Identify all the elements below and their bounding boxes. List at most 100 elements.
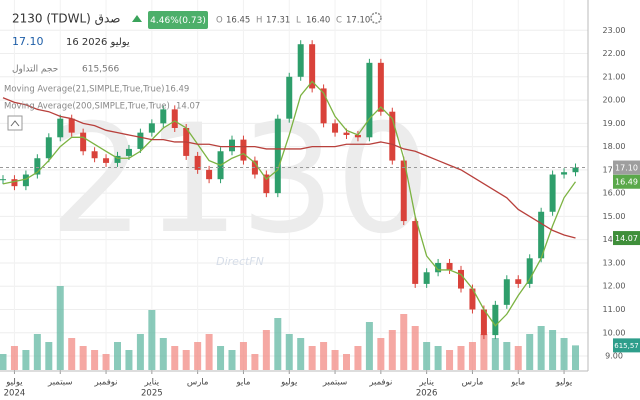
volume-tag-label: 615,57 xyxy=(614,342,639,350)
candle xyxy=(435,262,442,273)
x-tick-label: نوفمبر xyxy=(94,378,118,388)
plot xyxy=(0,40,588,340)
candle xyxy=(412,221,419,284)
candle xyxy=(91,151,98,159)
volume-bar xyxy=(251,354,259,370)
candle xyxy=(526,258,533,284)
y-tick-label: 22.00 xyxy=(603,49,626,58)
candle xyxy=(263,174,270,194)
volume-bar xyxy=(320,342,328,370)
y-tick-label: 16.00 xyxy=(603,189,626,198)
x-tick-label: يوليو xyxy=(555,378,573,388)
y-tick-label: 19.00 xyxy=(603,119,626,128)
up-arrow xyxy=(132,15,142,22)
volume xyxy=(0,286,579,370)
volume-bar xyxy=(377,338,385,370)
volume-bar xyxy=(274,318,282,370)
volume-bar xyxy=(262,330,270,370)
change-badge xyxy=(148,11,208,29)
candle xyxy=(11,179,18,187)
candle xyxy=(332,123,339,133)
x-year-label: 2024 xyxy=(4,389,26,399)
volume-bar xyxy=(217,346,225,370)
ohlc-label: O xyxy=(216,16,223,26)
ohlc-value: 17.10 xyxy=(346,16,370,26)
candle xyxy=(229,139,235,152)
volume-bar xyxy=(388,330,396,370)
legend-ma200: Moving Average(200,SIMPLE,True,True) xyxy=(4,102,170,112)
volume-bar xyxy=(159,338,167,370)
moving-average-line xyxy=(2,80,577,327)
x-tick-label: يوليو xyxy=(5,378,23,388)
x-tick-label: يناير xyxy=(144,378,160,388)
candle xyxy=(274,118,281,194)
candle xyxy=(343,132,350,135)
volume-bar xyxy=(343,354,350,370)
candle xyxy=(137,132,144,149)
volume-bar xyxy=(468,342,476,370)
x-tick-label: يوليو xyxy=(280,378,298,388)
candle xyxy=(446,262,453,270)
volume-bar xyxy=(56,286,64,370)
x-tick-label: مايو xyxy=(510,378,525,388)
y-tick-label: 23.00 xyxy=(603,26,626,35)
volume-bar xyxy=(526,334,534,370)
collapse-button[interactable] xyxy=(7,115,23,131)
title: 2130 (TDWL) صدق xyxy=(12,12,120,26)
ohlc-value: 17.31 xyxy=(266,16,290,26)
ohlc-label: L xyxy=(296,16,301,26)
candle xyxy=(538,211,545,259)
x-year-label: 2026 xyxy=(416,389,438,399)
candle xyxy=(320,88,327,124)
candle xyxy=(103,158,110,163)
brand: DirectFN xyxy=(216,255,264,268)
volume-bar xyxy=(549,330,557,370)
x-tick-label: مارس xyxy=(462,378,484,388)
volume-bar xyxy=(22,350,30,370)
x-tick-label: مارس xyxy=(187,378,209,388)
candle xyxy=(80,132,87,152)
legend-ma21-value: 16.49 xyxy=(165,85,189,95)
x-tick-label: مايو xyxy=(235,378,250,388)
x-tick-label: نوفمبر xyxy=(368,378,392,388)
volume-bar xyxy=(331,350,339,370)
volume-label: حجم التداول xyxy=(12,65,58,75)
volume-bar xyxy=(10,346,18,370)
y-tick-label: 12.00 xyxy=(603,282,626,291)
candle xyxy=(469,288,476,310)
x-tick-label: سبتمبر xyxy=(47,378,72,388)
volume-bar xyxy=(514,346,522,370)
volume-bar xyxy=(411,326,419,370)
candle xyxy=(206,169,213,180)
volume-bar xyxy=(285,334,293,370)
candle xyxy=(389,111,396,161)
ohlc-label: C xyxy=(336,16,342,26)
price-tag-label: 14.07 xyxy=(615,234,638,243)
volume-bar xyxy=(68,338,76,370)
y-tick-label: 10.00 xyxy=(603,328,626,337)
volume-bar xyxy=(228,350,236,370)
volume-bar xyxy=(491,338,499,370)
ohlc: O 16.45 H 17.31 L 16.40 C 17.10 xyxy=(216,16,370,26)
price-tag xyxy=(613,231,640,246)
volume-bar xyxy=(446,350,454,370)
volume-bar xyxy=(239,342,247,370)
volume-bar xyxy=(400,314,408,370)
ohlc-value: 16.45 xyxy=(226,16,250,26)
x-tick-label: يناير xyxy=(418,378,434,388)
candle xyxy=(194,155,201,170)
candle xyxy=(400,160,407,222)
settings-icon[interactable] xyxy=(370,12,382,24)
change: 4.46%(0.73) xyxy=(150,16,206,26)
candle xyxy=(561,172,568,175)
date: 16 2026 يوليو xyxy=(66,37,130,48)
volume-bar xyxy=(114,342,121,370)
volume-bar xyxy=(434,346,442,370)
ohlc-value: 16.40 xyxy=(306,16,330,26)
y-tick-label: 11.00 xyxy=(603,305,626,314)
price-tag xyxy=(613,160,640,175)
y-tick-label: 18.00 xyxy=(603,142,626,151)
candle xyxy=(377,62,384,112)
y-tick-label: 9.00 xyxy=(605,352,623,361)
candle xyxy=(160,109,167,124)
